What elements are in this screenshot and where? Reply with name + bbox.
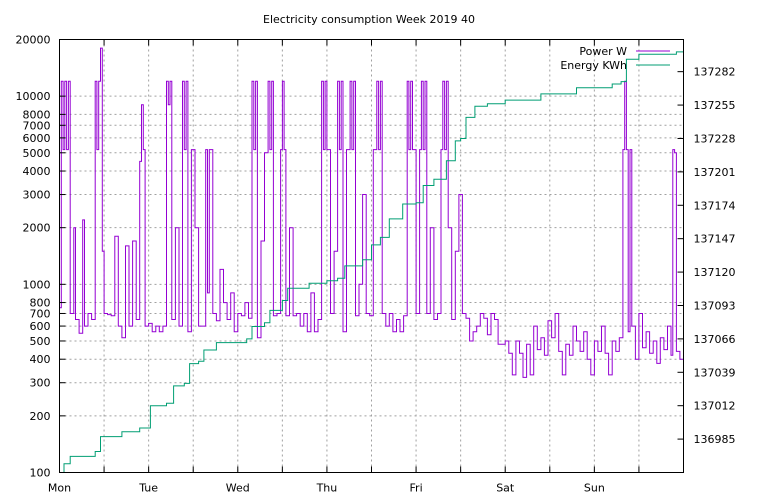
y-left-tick-label: 6000: [23, 132, 51, 145]
x-tick-label: Mon: [48, 482, 71, 495]
x-tick-label: Thu: [316, 482, 338, 495]
y-left-tick-label: 3000: [23, 189, 51, 202]
legend-label: Energy KWh: [560, 59, 627, 72]
y-left-tick-label: 700: [30, 307, 51, 320]
legend-label: Power W: [579, 45, 627, 58]
y-left-tick-label: 800: [30, 297, 51, 310]
axis-ticks: [59, 39, 684, 473]
y-right-tick-label: 137120: [694, 266, 736, 279]
y-left-tick-label: 8000: [23, 108, 51, 121]
y-left-tick-label: 100: [30, 467, 51, 480]
chart-title: Electricity consumption Week 2019 40: [263, 13, 475, 26]
series-lines: [59, 40, 684, 473]
x-tick-label: Tue: [138, 482, 158, 495]
x-tick-label: Sat: [496, 482, 515, 495]
y-right-tick-label: 137147: [694, 233, 736, 246]
y-left-tick-label: 300: [30, 377, 51, 390]
series-line-1: [59, 40, 684, 473]
y-left-tick-label: 1000: [23, 278, 51, 291]
y-right-tick-label: 137282: [694, 66, 736, 79]
y-right-tick-label: 137012: [694, 400, 736, 413]
y-left-tick-label: 500: [30, 335, 51, 348]
y-left-tick-label: 600: [30, 320, 51, 333]
series-line-0: [59, 47, 684, 378]
y-right-tick-label: 137093: [694, 299, 736, 312]
y-left-tick-label: 20000: [16, 34, 51, 47]
y-left-tick-label: 200: [30, 410, 51, 423]
y-right-tick-label: 137039: [694, 366, 736, 379]
x-tick-label: Sun: [584, 482, 605, 495]
y-right-tick-label: 137201: [694, 166, 736, 179]
y-left-tick-label: 2000: [23, 222, 51, 235]
y-right-tick-label: 137255: [694, 99, 736, 112]
y-left-tick-label: 7000: [23, 119, 51, 132]
y-right-tick-label: 137228: [694, 132, 736, 145]
grid-lines: [59, 39, 684, 473]
right-y-axis: 136985 137012 137039 137066 137093 137120 1371…: [694, 66, 736, 446]
x-axis: Mon Tue Wed Thu Fri Sat Sun: [48, 482, 605, 495]
y-left-tick-label: 5000: [23, 147, 51, 160]
y-right-tick-label: 137066: [694, 333, 736, 346]
y-right-tick-label: 136985: [694, 433, 736, 446]
x-tick-label: Wed: [226, 482, 250, 495]
x-tick-label: Fri: [410, 482, 423, 495]
y-right-tick-label: 137174: [694, 199, 736, 212]
y-left-tick-label: 4000: [23, 165, 51, 178]
y-left-tick-label: 400: [30, 353, 51, 366]
y-left-tick-label: 10000: [16, 90, 51, 103]
